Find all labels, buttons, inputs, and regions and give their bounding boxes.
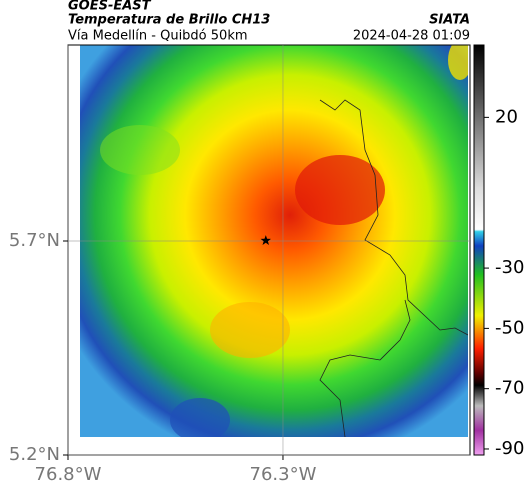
colorbar bbox=[473, 44, 485, 456]
x-tick-label: 76.3°W bbox=[250, 464, 317, 485]
source: GOES-EAST bbox=[68, 0, 152, 14]
title: Temperatura de Brillo CH13 bbox=[68, 13, 270, 28]
timestamp: 2024-04-28 01:09 bbox=[353, 29, 470, 44]
y-tick-label: 5.2°N bbox=[9, 444, 60, 465]
y-tick-label: 5.7°N bbox=[9, 230, 60, 251]
colorbar-label: -30 bbox=[495, 257, 524, 278]
colorbar-label: -90 bbox=[495, 438, 524, 459]
colorbar-label: -70 bbox=[495, 378, 524, 399]
colorbar-label: 20 bbox=[495, 106, 518, 127]
subtitle: Vía Medellín - Quibdó 50km bbox=[68, 29, 248, 44]
location-marker bbox=[260, 235, 271, 245]
colorbar-label: -50 bbox=[495, 317, 524, 338]
brand: SIATA bbox=[429, 13, 470, 28]
x-tick-label: 76.8°W bbox=[35, 464, 102, 485]
